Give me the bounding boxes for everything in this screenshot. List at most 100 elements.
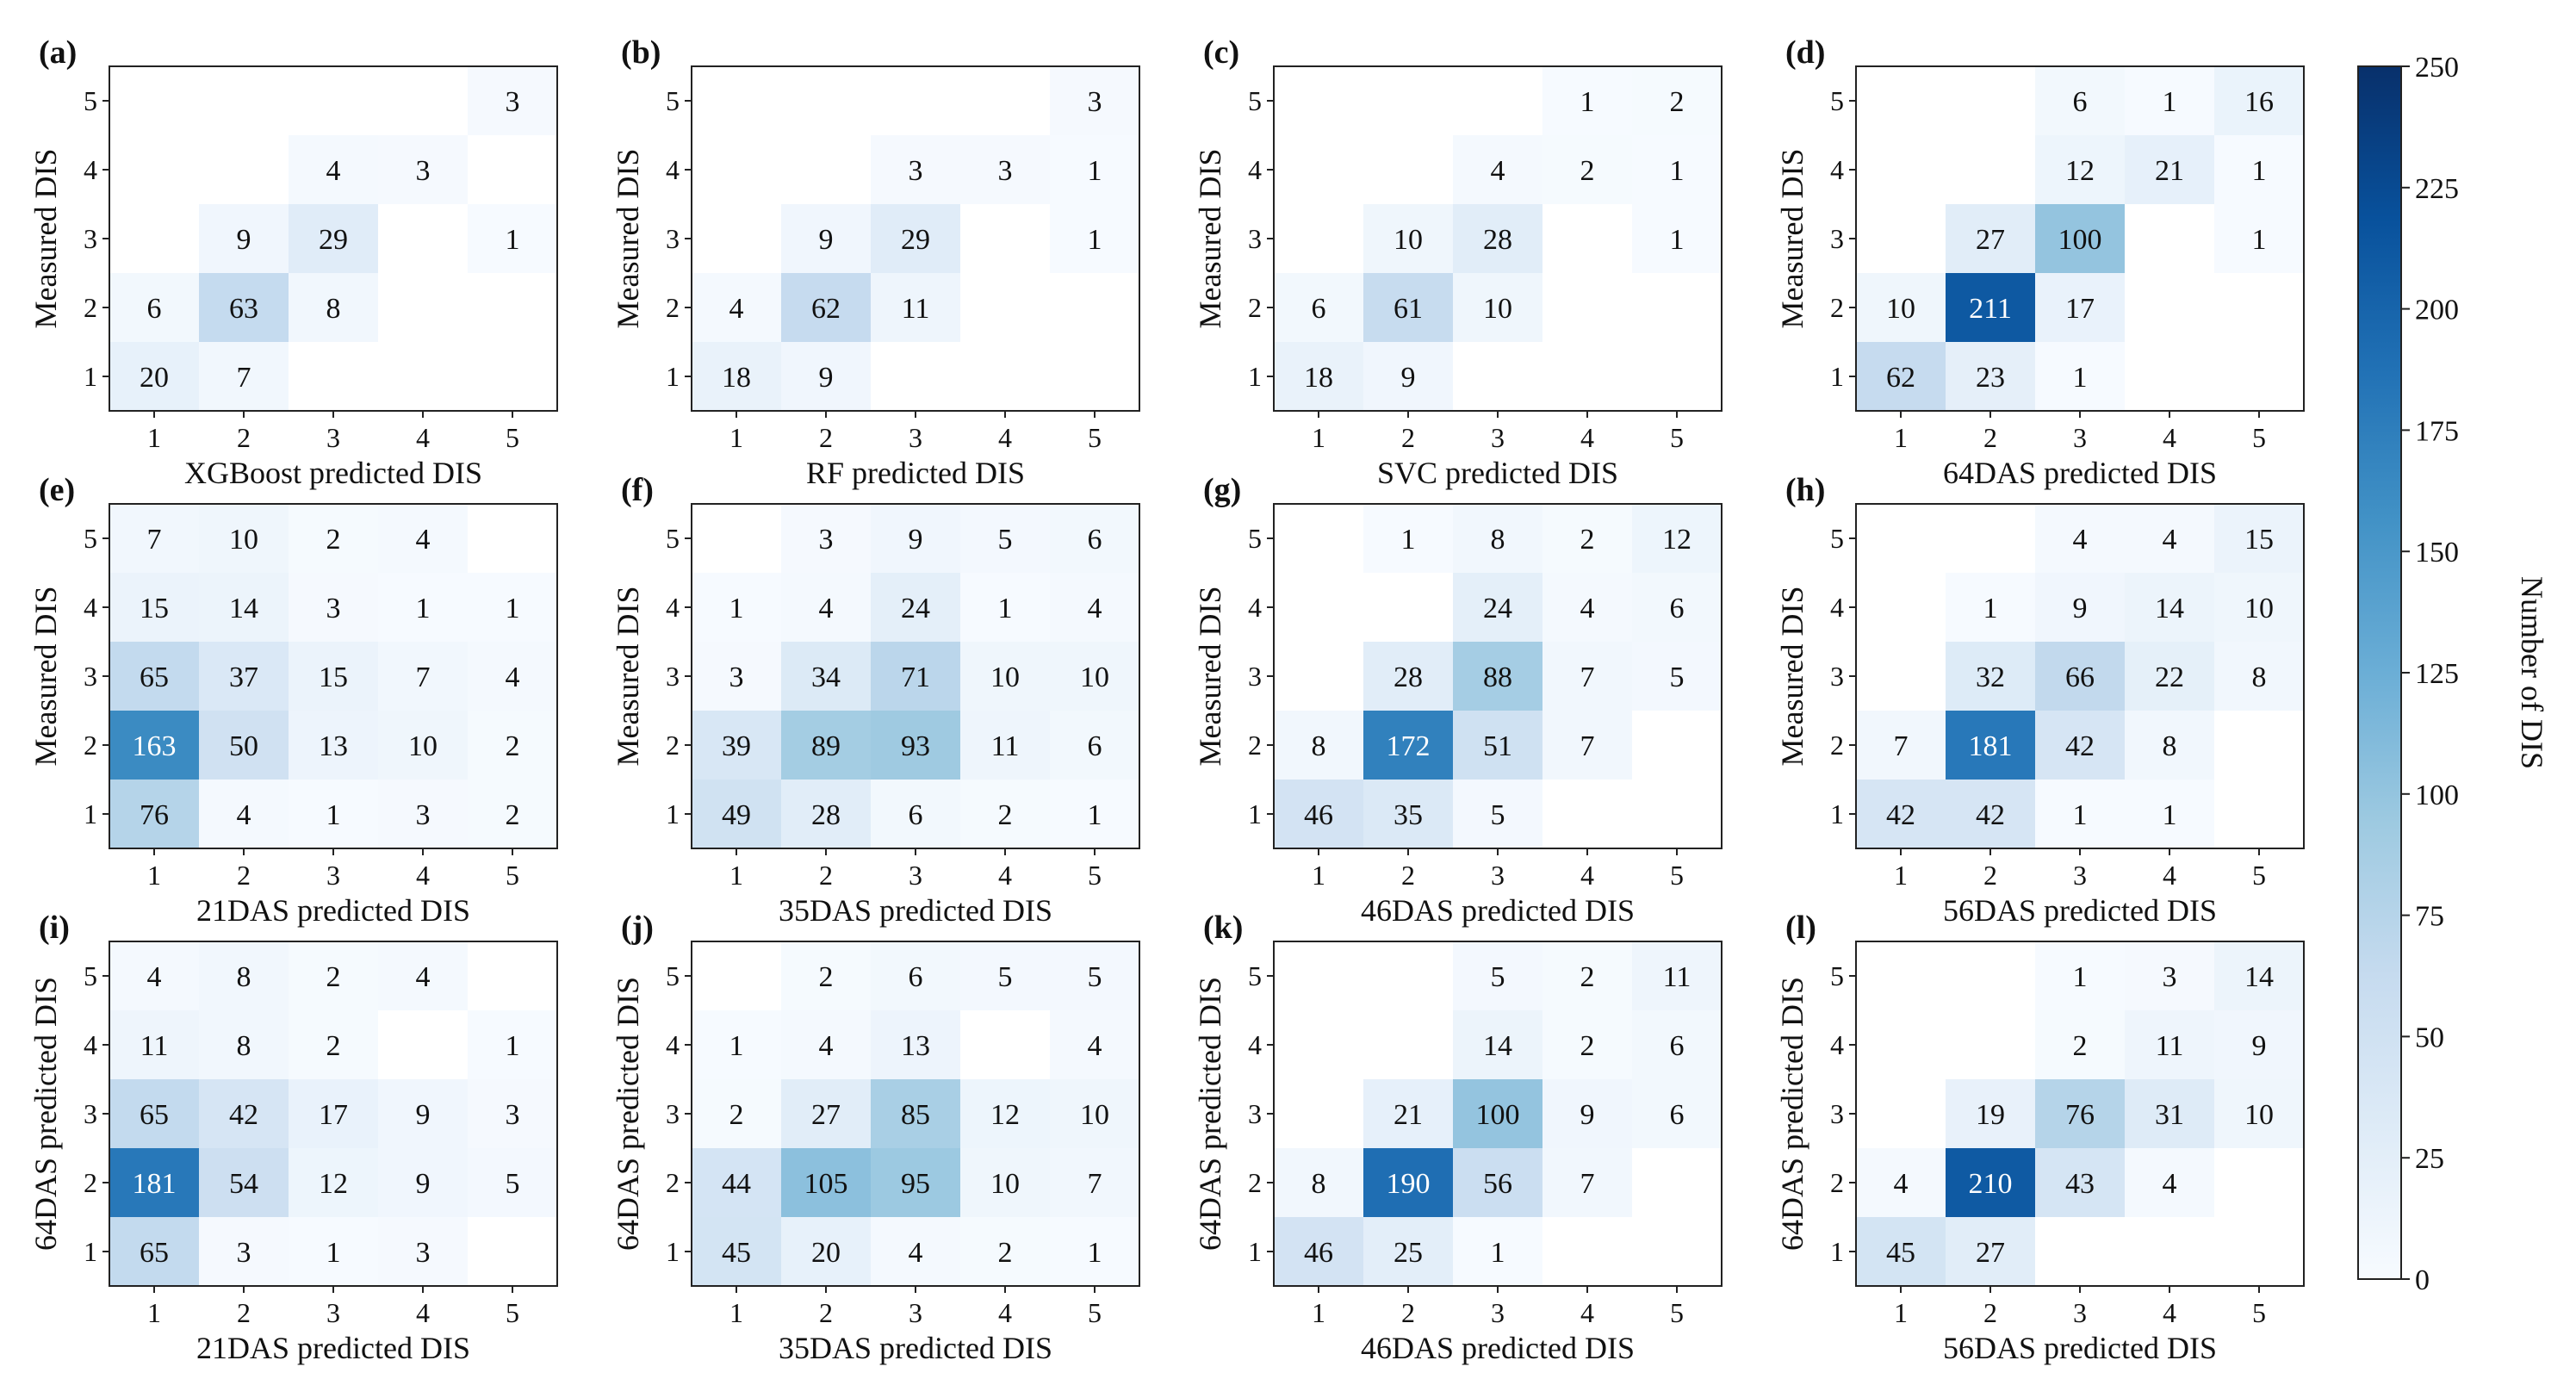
y-axis-label: Measured DIS	[28, 587, 63, 767]
cell-value-label: 12	[2065, 155, 2095, 187]
x-tick-label: 2	[1983, 422, 1997, 453]
heatmap-cell	[1050, 1079, 1139, 1148]
heatmap-cell	[1274, 273, 1363, 342]
cell-value-label: 2	[998, 799, 1013, 831]
heatmap-cell	[692, 1010, 781, 1079]
x-tick-label: 3	[909, 860, 922, 891]
heatmap-cell	[1946, 273, 2035, 342]
cell-value-label: 8	[1312, 730, 1326, 762]
cell-value-label: 3	[729, 662, 744, 693]
heatmap-cell	[1542, 1148, 1632, 1217]
x-tick-label: 1	[729, 422, 743, 453]
cell-value-label: 1	[2252, 155, 2267, 187]
cell-value-label: 6	[147, 293, 162, 325]
y-axis-label: Measured DIS	[1193, 149, 1227, 329]
y-tick-label: 2	[1830, 730, 1844, 761]
cell-value-label: 4	[506, 662, 520, 693]
heatmap-cell	[199, 642, 289, 711]
heatmap-cell	[109, 780, 199, 848]
cell-value-label: 89	[811, 730, 841, 762]
x-tick-label: 4	[2163, 860, 2176, 891]
y-tick-label: 4	[84, 1029, 97, 1060]
cell-value-label: 28	[1483, 224, 1512, 256]
heatmap-cell	[781, 780, 871, 848]
heatmap-cell	[2214, 135, 2304, 204]
cell-value-label: 6	[909, 961, 923, 993]
heatmap-cell	[289, 273, 378, 342]
y-tick-label: 4	[1830, 1029, 1844, 1060]
colorbar-tick-label: 100	[2415, 780, 2459, 811]
x-tick-label: 3	[2073, 1297, 2087, 1328]
cell-value-label: 2	[998, 1237, 1013, 1269]
cell-value-label: 1	[1670, 224, 1685, 256]
heatmap-cell	[1632, 941, 1722, 1010]
heatmap-cell	[199, 1010, 289, 1079]
heatmap-cell	[289, 573, 378, 642]
cell-value-label: 14	[1483, 1030, 1512, 1062]
cell-value-label: 10	[990, 662, 1020, 693]
heatmap-cell	[468, 1079, 557, 1148]
cell-value-label: 25	[1394, 1237, 1423, 1269]
panel-letter: (h)	[1785, 472, 1825, 508]
colorbar-tick-label: 0	[2415, 1264, 2430, 1296]
cell-value-label: 42	[2065, 730, 2095, 762]
x-tick-label: 2	[1401, 860, 1415, 891]
x-tick-label: 5	[2252, 1297, 2266, 1328]
heatmap-cell	[2214, 204, 2304, 273]
cell-value-label: 10	[1483, 293, 1512, 325]
cell-value-label: 10	[229, 524, 258, 556]
y-tick-label: 2	[1248, 730, 1262, 761]
heatmap-cell	[1946, 780, 2035, 848]
cell-value-label: 24	[1483, 593, 1512, 624]
heatmap-cell	[960, 1217, 1050, 1286]
heatmap-cell	[2035, 573, 2125, 642]
y-tick-label: 3	[84, 661, 97, 692]
panel-l: 1 3 142 11 919 76 31 104 210 43 445 271 2 3 4 55432156D…	[1775, 910, 2305, 1365]
heatmap-cell	[871, 941, 960, 1010]
heatmap-cell	[109, 941, 199, 1010]
y-tick-label: 1	[84, 361, 97, 392]
cell-value-label: 29	[319, 224, 348, 256]
heatmap-cell	[468, 780, 557, 848]
cell-value-label: 34	[811, 662, 841, 693]
x-axis-label: 35DAS predicted DIS	[779, 1331, 1052, 1365]
heatmap-cell	[871, 1079, 960, 1148]
x-tick-label: 1	[147, 422, 161, 453]
colorbar-tick-label: 50	[2415, 1022, 2444, 1053]
y-axis-label: Measured DIS	[28, 149, 63, 329]
colorbar-tick-label: 25	[2415, 1143, 2444, 1175]
cell-value-label: 10	[990, 1168, 1020, 1200]
heatmap-cell	[468, 1148, 557, 1217]
colorbar-tick-label: 200	[2415, 295, 2459, 326]
cell-value-label: 3	[1088, 86, 1102, 118]
heatmap-cell	[692, 573, 781, 642]
heatmap-cell	[109, 1010, 199, 1079]
heatmap-cell	[2125, 1079, 2214, 1148]
heatmap-cell	[1050, 941, 1139, 1010]
cell-value-label: 3	[326, 593, 341, 624]
x-tick-label: 2	[1983, 860, 1997, 891]
heatmap-cell	[871, 1217, 960, 1286]
heatmap-cell	[289, 1148, 378, 1217]
heatmap-cell	[378, 135, 468, 204]
x-tick-label: 4	[998, 422, 1012, 453]
heatmap-cell	[781, 573, 871, 642]
cell-value-label: 7	[1580, 662, 1595, 693]
cell-value-label: 100	[1476, 1099, 1520, 1131]
x-tick-label: 4	[1580, 1297, 1594, 1328]
cell-value-label: 1	[326, 799, 341, 831]
x-tick-label: 4	[998, 1297, 1012, 1328]
cell-value-label: 44	[722, 1168, 751, 1200]
y-tick-label: 3	[666, 661, 680, 692]
x-tick-label: 1	[147, 860, 161, 891]
cell-value-label: 18	[1304, 362, 1333, 394]
cell-value-label: 51	[1483, 730, 1512, 762]
heatmap-cell	[199, 573, 289, 642]
heatmap-cell	[2035, 642, 2125, 711]
cell-value-label: 7	[1088, 1168, 1102, 1200]
cell-value-label: 22	[2155, 662, 2184, 693]
cell-value-label: 210	[1969, 1168, 2013, 1200]
cell-value-label: 3	[506, 1099, 520, 1131]
x-tick-label: 2	[1401, 422, 1415, 453]
